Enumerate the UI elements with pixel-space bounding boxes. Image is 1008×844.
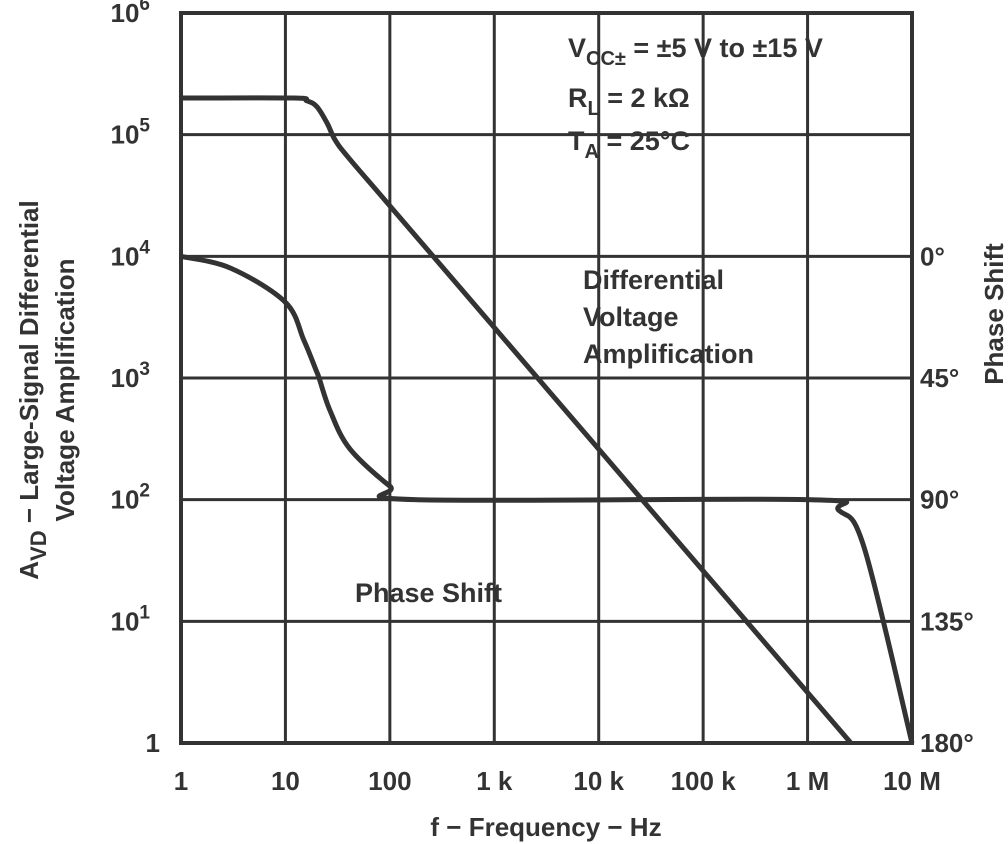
y2-axis-label: Phase Shift — [979, 243, 1008, 385]
x-tick-label: 10 — [271, 766, 300, 796]
y-axis-label: AVD − Large-Signal Differential — [14, 200, 51, 579]
phase-curve — [180, 253, 915, 744]
svg-text:RL = 2 kΩ: RL = 2 kΩ — [568, 83, 690, 120]
svg-text:AVD − Large-Signal Differentia: AVD − Large-Signal Differential — [14, 200, 51, 579]
phase-series-label: Phase Shift — [355, 578, 502, 608]
conditions-annotation: VCC± = ±5 V to ±15 V RL = 2 kΩ TA = 25°C — [568, 33, 823, 163]
tick-labels: 1 10 100 1 k 10 k 100 k 1 M 10 M 1 101 102 103 104 10… — [111, 0, 974, 796]
y-tick-label: 105 — [111, 116, 151, 150]
svg-text:Voltage: Voltage — [583, 302, 679, 332]
x-axis-label: f − Frequency − Hz — [430, 812, 661, 842]
x-tick-label: 10 M — [883, 766, 941, 796]
y-tick-label: 106 — [111, 0, 151, 28]
svg-text:VCC± = ±5 V to ±15 V: VCC± = ±5 V to ±15 V — [568, 33, 823, 70]
svg-text:Amplification: Amplification — [583, 339, 754, 369]
series-lines — [180, 95, 915, 745]
y-tick-label: 102 — [111, 481, 151, 515]
y-tick-label: 101 — [111, 602, 151, 636]
x-tick-label: 1 M — [786, 766, 829, 796]
y-tick-label: 104 — [111, 237, 151, 271]
y2-tick-label: 90° — [920, 485, 959, 515]
svg-text:Differential: Differential — [583, 265, 724, 295]
y2-tick-label: 45° — [920, 363, 959, 393]
grid — [179, 11, 914, 745]
y2-tick-label: 0° — [920, 241, 945, 271]
plot-frame — [179, 11, 914, 745]
svg-text:TA = 25°C: TA = 25°C — [568, 126, 690, 163]
y-tick-label: 1 — [146, 728, 160, 758]
x-tick-label: 100 — [368, 766, 411, 796]
y-axis-label-line2: Voltage Amplification — [50, 259, 80, 522]
x-tick-label: 100 k — [671, 766, 737, 796]
x-tick-label: 1 k — [476, 766, 513, 796]
y2-tick-label: 135° — [920, 606, 974, 636]
y2-tick-label: 180° — [920, 728, 974, 758]
gain-curve — [180, 95, 853, 745]
y-tick-label: 103 — [111, 359, 151, 393]
gain-series-label: Differential Voltage Amplification — [583, 265, 754, 369]
x-tick-label: 1 — [174, 766, 188, 796]
x-tick-label: 10 k — [573, 766, 624, 796]
